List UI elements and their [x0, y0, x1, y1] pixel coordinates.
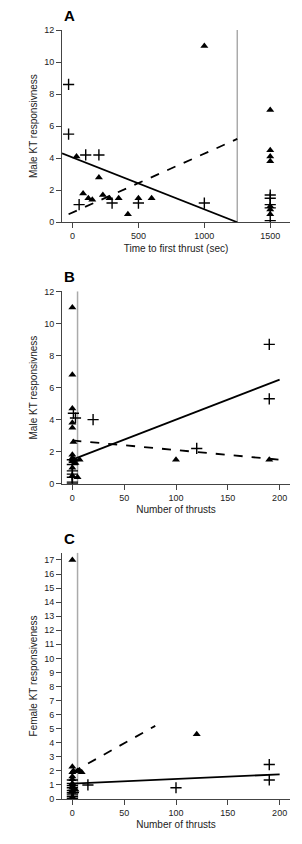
svg-text:6: 6	[49, 121, 54, 131]
svg-text:Female KT responsiveness: Female KT responsiveness	[28, 615, 39, 736]
svg-text:Time to first thrust (sec): Time to first thrust (sec)	[124, 243, 229, 254]
svg-text:100: 100	[168, 808, 183, 818]
svg-text:B: B	[64, 268, 75, 285]
svg-text:50: 50	[119, 493, 129, 503]
svg-text:2: 2	[49, 185, 54, 195]
svg-text:10: 10	[44, 654, 54, 664]
svg-text:0: 0	[70, 493, 75, 503]
svg-text:A: A	[64, 7, 75, 24]
svg-text:5: 5	[49, 724, 54, 734]
svg-text:0: 0	[70, 231, 75, 241]
svg-text:0: 0	[49, 794, 54, 804]
svg-text:15: 15	[44, 583, 54, 593]
svg-text:C: C	[64, 530, 75, 547]
svg-text:6: 6	[49, 710, 54, 720]
svg-text:0: 0	[49, 217, 54, 227]
svg-text:8: 8	[49, 89, 54, 99]
svg-text:10: 10	[44, 319, 54, 329]
svg-text:0: 0	[49, 479, 54, 489]
svg-text:4: 4	[49, 738, 54, 748]
svg-text:6: 6	[49, 383, 54, 393]
svg-text:200: 200	[272, 808, 287, 818]
svg-text:150: 150	[220, 808, 235, 818]
svg-text:12: 12	[44, 25, 54, 35]
svg-text:Male KT responsivness: Male KT responsivness	[28, 336, 39, 440]
svg-text:8: 8	[49, 682, 54, 692]
svg-text:2: 2	[49, 766, 54, 776]
svg-text:1000: 1000	[194, 231, 214, 241]
svg-text:4: 4	[49, 153, 54, 163]
svg-text:1500: 1500	[260, 231, 280, 241]
svg-text:100: 100	[168, 493, 183, 503]
svg-text:11: 11	[45, 639, 54, 649]
svg-text:1: 1	[49, 780, 54, 790]
svg-text:Male KT responsivness: Male KT responsivness	[28, 74, 39, 178]
svg-text:150: 150	[220, 493, 235, 503]
svg-text:12: 12	[44, 625, 54, 635]
svg-text:10: 10	[44, 57, 54, 67]
svg-text:200: 200	[272, 493, 287, 503]
svg-text:17: 17	[44, 555, 54, 565]
svg-text:0: 0	[70, 808, 75, 818]
svg-text:4: 4	[49, 415, 54, 425]
svg-text:9: 9	[49, 668, 54, 678]
svg-text:500: 500	[131, 231, 146, 241]
svg-text:2: 2	[49, 447, 54, 457]
svg-text:Number of thrusts: Number of thrusts	[136, 504, 215, 515]
svg-text:7: 7	[49, 696, 54, 706]
svg-text:Number of thrusts: Number of thrusts	[136, 819, 215, 830]
svg-text:8: 8	[49, 351, 54, 361]
svg-text:16: 16	[44, 569, 54, 579]
svg-text:50: 50	[119, 808, 129, 818]
svg-text:12: 12	[44, 287, 54, 297]
svg-text:14: 14	[44, 597, 54, 607]
svg-text:3: 3	[49, 752, 54, 762]
svg-text:13: 13	[44, 611, 54, 621]
